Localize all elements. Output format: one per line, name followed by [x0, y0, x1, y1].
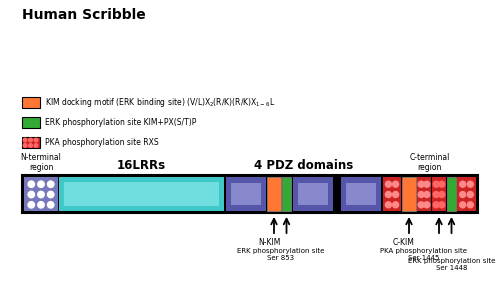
Circle shape	[386, 181, 392, 187]
Bar	[293, 177, 333, 211]
Circle shape	[386, 192, 392, 197]
Text: C-terminal
region: C-terminal region	[410, 153, 450, 172]
Circle shape	[424, 181, 430, 187]
Bar	[417, 177, 431, 211]
Circle shape	[433, 202, 439, 208]
Text: 4 PDZ domains: 4 PDZ domains	[254, 159, 353, 172]
Bar	[24, 177, 58, 211]
Text: PKA phosphorylation site
Ser 1445: PKA phosphorylation site Ser 1445	[380, 248, 468, 261]
Circle shape	[28, 191, 34, 198]
Bar	[64, 182, 219, 206]
Circle shape	[418, 192, 424, 197]
Circle shape	[392, 181, 398, 187]
Bar	[267, 177, 281, 211]
Circle shape	[468, 181, 473, 187]
Circle shape	[460, 202, 466, 208]
Text: KIM docking motif (ERK binding site) (V/L)X$_2$(R/K)(R/K)X$_{1-6}$L: KIM docking motif (ERK binding site) (V/…	[45, 96, 276, 109]
Text: N-terminal
region: N-terminal region	[20, 153, 61, 172]
Circle shape	[386, 202, 392, 208]
Circle shape	[48, 191, 54, 198]
Bar	[22, 175, 478, 213]
Text: Human Scribble: Human Scribble	[22, 8, 146, 22]
Bar	[22, 137, 40, 148]
Circle shape	[439, 192, 445, 197]
Circle shape	[424, 192, 430, 197]
Circle shape	[48, 202, 54, 208]
Circle shape	[439, 181, 445, 187]
Circle shape	[48, 181, 54, 188]
Text: 16LRRs: 16LRRs	[117, 159, 166, 172]
Bar	[341, 177, 381, 211]
Bar	[231, 183, 261, 205]
Text: C-KIM: C-KIM	[393, 238, 415, 247]
Bar	[59, 177, 224, 211]
Bar	[282, 177, 291, 211]
Circle shape	[28, 144, 32, 147]
Circle shape	[23, 144, 27, 147]
Circle shape	[468, 192, 473, 197]
Circle shape	[433, 181, 439, 187]
Text: ERK phosphorylation site KIM+PX(S/T)P: ERK phosphorylation site KIM+PX(S/T)P	[45, 118, 197, 127]
Bar	[432, 177, 446, 211]
Circle shape	[38, 181, 44, 188]
Bar	[226, 177, 266, 211]
Text: ERK phosphorylation site
Ser 853: ERK phosphorylation site Ser 853	[236, 248, 324, 261]
Circle shape	[439, 202, 445, 208]
Bar	[402, 177, 416, 211]
Circle shape	[468, 202, 473, 208]
Bar	[298, 183, 328, 205]
Circle shape	[38, 191, 44, 198]
Circle shape	[38, 202, 44, 208]
Bar	[346, 183, 376, 205]
Circle shape	[424, 202, 430, 208]
Text: ERK phosphorylation site
Ser 1448: ERK phosphorylation site Ser 1448	[408, 258, 495, 272]
Circle shape	[392, 202, 398, 208]
Circle shape	[28, 138, 32, 142]
Text: N-KIM: N-KIM	[258, 238, 280, 247]
Circle shape	[460, 192, 466, 197]
Circle shape	[23, 138, 27, 142]
Circle shape	[34, 144, 38, 147]
Bar	[22, 97, 40, 108]
Bar	[457, 177, 476, 211]
Bar	[383, 177, 401, 211]
Circle shape	[34, 138, 38, 142]
Circle shape	[28, 202, 34, 208]
Circle shape	[28, 181, 34, 188]
Text: PKA phosphorylation site RXS: PKA phosphorylation site RXS	[45, 138, 158, 147]
Circle shape	[418, 181, 424, 187]
Bar	[447, 177, 456, 211]
Circle shape	[392, 192, 398, 197]
Circle shape	[460, 181, 466, 187]
Circle shape	[433, 192, 439, 197]
Circle shape	[418, 202, 424, 208]
Bar	[22, 117, 40, 128]
